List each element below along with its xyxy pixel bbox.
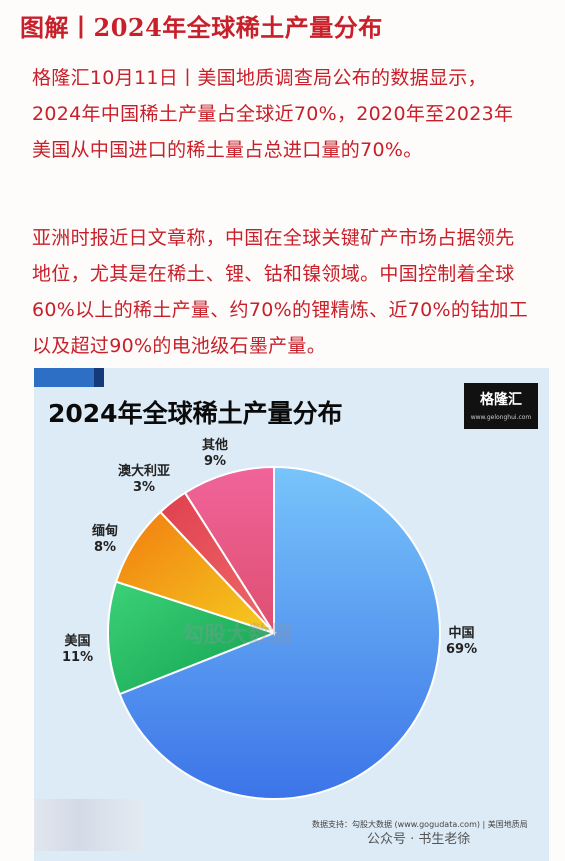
brand-logo: 格隆汇 www.gelonghui.com <box>464 383 538 429</box>
slice-percent: 3% <box>132 480 156 495</box>
slice-name: 缅甸 <box>92 524 119 539</box>
slice-percent: 9% <box>203 454 227 469</box>
blurred-qr-area <box>34 799 144 851</box>
slice-percent: 69% <box>446 642 478 657</box>
slice-percent: 8% <box>93 540 117 555</box>
article-paragraph-2: 亚洲时报近日文章称，中国在全球关键矿产市场占据领先地位，尤其是在稀土、锂、钴和镍… <box>32 227 529 357</box>
wechat-account: 公众号 · 书生老徐 <box>367 832 471 847</box>
accent-bar <box>34 368 94 387</box>
pie-chart <box>106 465 441 800</box>
pie-slice-4 <box>183 465 275 637</box>
data-source: 数据支持：勾股大数据 (www.gogudata.com) | 美国地质局 <box>312 820 528 829</box>
slice-name: 澳大利亚 <box>118 464 171 479</box>
pie-slice-0 <box>118 465 441 800</box>
slice-label-myanmar: 缅甸 8% <box>92 524 118 556</box>
slice-name: 其他 <box>202 438 229 453</box>
slice-percent: 11% <box>62 650 94 665</box>
slice-name: 美国 <box>64 634 91 649</box>
page-title: 图解丨2024年全球稀土产量分布 <box>20 13 383 42</box>
accent-bar-dark <box>94 368 104 387</box>
logo-url: www.gelonghui.com <box>470 414 532 421</box>
article-paragraph-1: 格隆汇10月11日丨美国地质调查局公布的数据显示，2024年中国稀土产量占全球近… <box>32 67 514 161</box>
slice-label-other: 其他 9% <box>202 438 228 470</box>
watermark: 勾股大数据 <box>182 623 293 648</box>
slice-label-usa: 美国 11% <box>62 634 93 666</box>
chart-card: 2024年全球稀土产量分布 格隆汇 www.gelonghui.com 勾股大数… <box>34 368 549 861</box>
slice-label-australia: 澳大利亚 3% <box>118 464 170 496</box>
logo-text: 格隆汇 <box>480 392 522 408</box>
pie-slice-1 <box>106 580 277 696</box>
slice-name: 中国 <box>448 626 475 641</box>
slice-label-china: 中国 69% <box>446 626 477 658</box>
chart-title: 2024年全球稀土产量分布 <box>48 399 343 428</box>
